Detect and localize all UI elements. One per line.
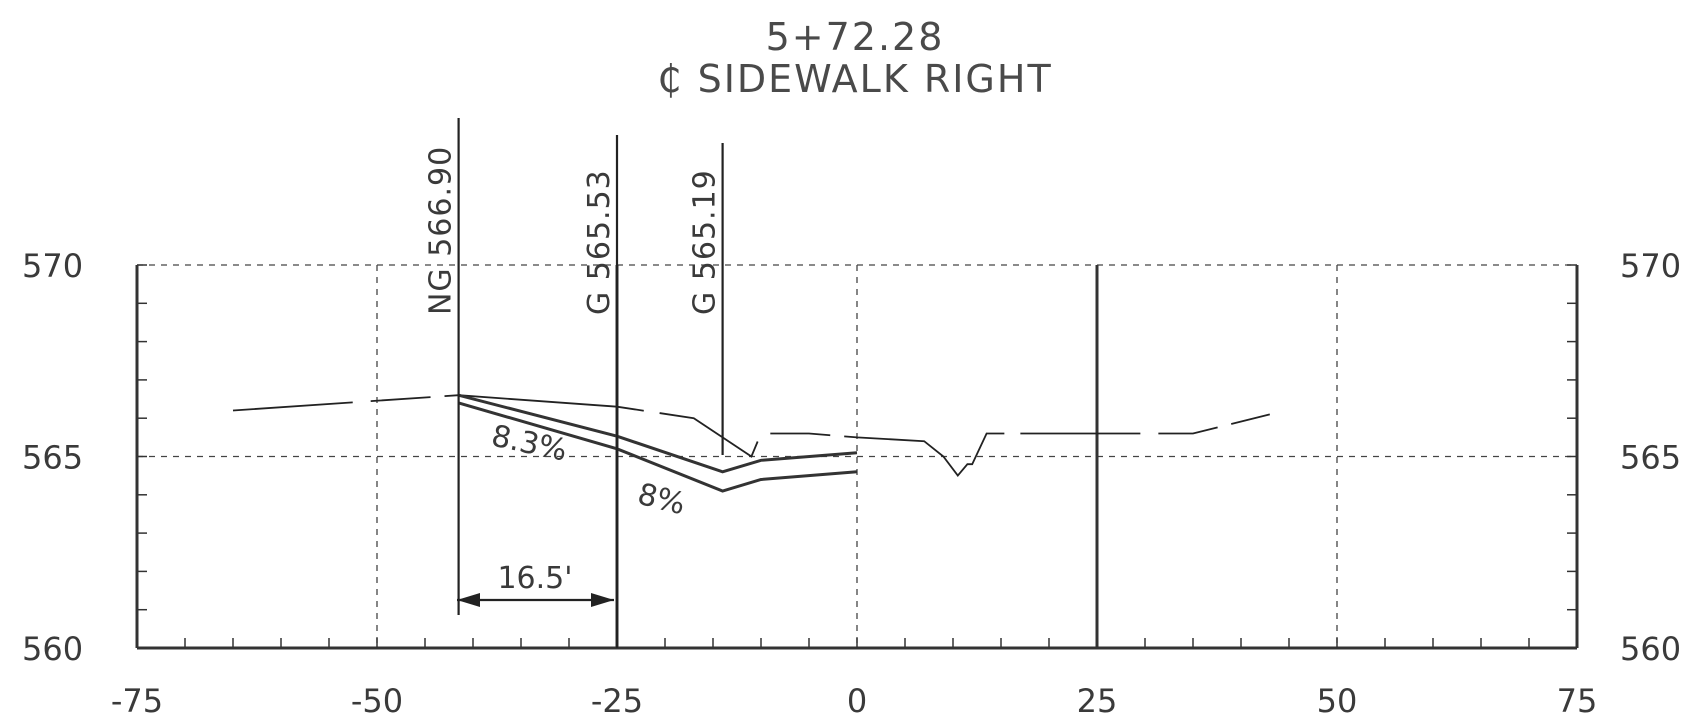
existing-ground-line: [232, 394, 1271, 478]
x-tick-label: -50: [351, 682, 403, 720]
slope-label-lower: 8%: [634, 477, 689, 522]
proposed-grade-upper: [458, 393, 858, 474]
y-tick-label-left: 570: [22, 247, 83, 285]
elevation-markers: NG 566.90 G 565.53 G 565.19: [424, 118, 724, 648]
y-tick-label-right: 570: [1620, 247, 1681, 285]
x-tick-label: 25: [1077, 682, 1118, 720]
y-tick-label-left: 565: [22, 439, 83, 477]
grid: [135, 264, 1579, 650]
x-axis-labels: -75 -50 -25 0 25 50 75: [111, 682, 1597, 720]
elevation-marker-label: G 565.19: [688, 169, 723, 315]
proposed-grade-lower: [458, 401, 858, 493]
y-tick-label-left: 560: [22, 630, 83, 668]
elevation-marker-label: G 565.53: [582, 169, 617, 315]
x-tick-label: -25: [591, 682, 643, 720]
elevation-marker-label: NG 566.90: [424, 146, 459, 315]
location-title: ₵ SIDEWALK RIGHT: [657, 57, 1052, 101]
y-tick-label-right: 565: [1620, 439, 1681, 477]
dimension-label: 16.5': [497, 561, 572, 596]
y-axis-labels-left: 570 565 560: [22, 247, 83, 668]
slope-label-upper: 8.3%: [488, 419, 570, 469]
x-tick-label: -75: [111, 682, 163, 720]
x-tick-label: 75: [1557, 682, 1598, 720]
y-axis-labels-right: 570 565 560: [1620, 247, 1681, 668]
minor-ticks: [136, 264, 1578, 649]
x-tick-label: 50: [1317, 682, 1358, 720]
dimension-line: 16.5': [457, 561, 614, 607]
x-tick-label: 0: [847, 682, 867, 720]
station-title: 5+72.28: [766, 15, 945, 59]
y-tick-label-right: 560: [1620, 630, 1681, 668]
